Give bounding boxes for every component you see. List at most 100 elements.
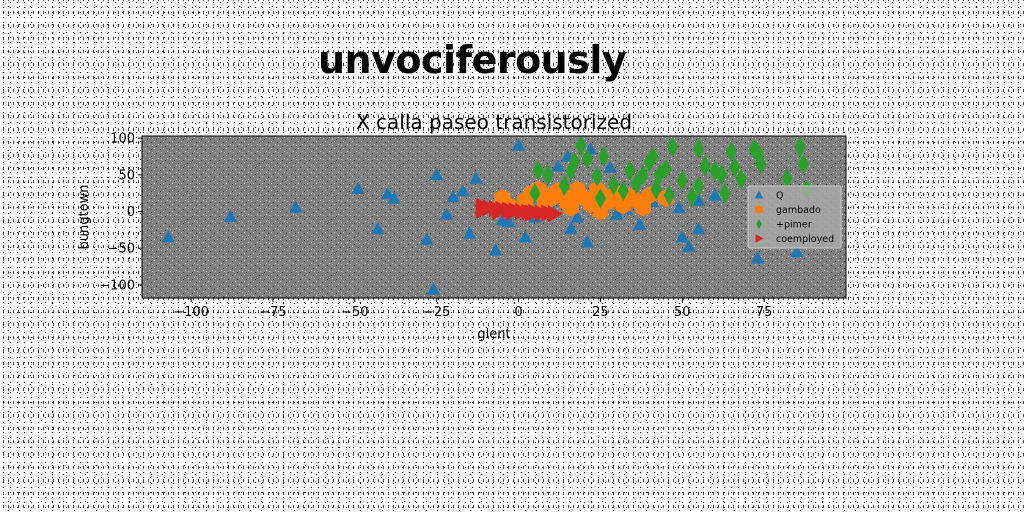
data-point-series-2-14 [637,164,649,186]
data-point-series-2-16 [647,146,659,167]
x-tick-label: 25 [592,305,609,320]
y-tick-label: −50 [108,242,135,257]
x-tick-label: 0 [514,305,522,320]
data-point-series-0-26 [580,235,594,248]
data-point-series-0-31 [633,217,647,230]
data-point-series-3-15 [524,204,541,222]
data-point-series-0-9 [426,282,441,295]
data-point-series-0-38 [708,188,722,201]
data-point-series-2-11 [617,180,629,202]
x-tick-label: −25 [423,305,450,320]
data-point-series-0-1 [223,209,238,222]
series-2 [529,135,813,209]
data-point-series-0-40 [790,244,804,258]
data-point-series-2-36 [797,153,809,175]
data-point-series-2-30 [735,168,747,190]
data-point-series-2-3 [558,175,570,197]
legend-label-1: gambado [776,205,821,216]
data-point-series-3-14 [505,203,521,221]
x-tick-label: 75 [756,305,773,320]
data-point-series-2-29 [729,157,741,178]
data-point-series-2-24 [699,155,711,177]
figure-suptitle: unvociferously [318,38,627,82]
data-point-series-2-10 [607,174,620,196]
y-tick-label: 100 [110,132,135,147]
data-point-series-2-28 [725,141,737,162]
legend-marker-2 [756,218,762,230]
series-0 [161,138,804,295]
data-point-series-1-22 [635,198,651,217]
data-point-series-0-18 [511,138,526,151]
data-point-series-0-2 [289,200,303,213]
data-point-series-0-3 [351,181,365,194]
legend-marker-0 [754,190,764,199]
data-point-series-2-12 [624,160,636,181]
data-point-series-2-39 [650,179,662,200]
data-point-series-0-33 [672,200,686,214]
data-point-series-2-4 [565,160,577,182]
data-point-series-0-34 [675,230,689,243]
data-point-series-2-6 [575,135,587,156]
data-point-series-0-14 [469,171,483,184]
data-point-series-0-7 [430,167,444,181]
data-point-series-0-6 [371,222,385,235]
y-tick-label: 0 [127,205,135,220]
data-point-series-1-10 [563,198,579,217]
legend-label-0: Q [776,191,783,202]
data-point-series-2-26 [716,164,728,186]
data-point-series-2-34 [781,168,793,189]
data-point-series-2-33 [755,153,767,175]
y-axis-ticks: −100 −50 0 50 100 [99,132,142,293]
data-point-series-2-19 [666,136,678,158]
data-point-series-0-10 [439,207,454,220]
data-point-series-0-12 [456,184,470,197]
data-point-series-0-19 [518,230,532,243]
data-point-series-2-13 [630,173,642,194]
data-point-series-2-27 [719,182,731,204]
legend-label-3: coemployed [776,234,834,245]
data-point-series-2-7 [581,148,593,170]
data-point-series-0-39 [750,251,765,264]
data-point-series-2-40 [663,185,675,206]
chart-marks [161,135,813,295]
data-point-series-2-38 [594,188,606,209]
data-point-series-2-35 [794,136,806,158]
y-tick-label: 50 [118,168,135,183]
data-point-series-2-1 [532,160,544,181]
data-point-series-0-36 [692,222,706,235]
x-axis-label: glent [477,327,510,342]
plot-frame [141,135,847,299]
data-point-series-2-9 [598,146,610,167]
data-point-series-2-5 [568,151,580,172]
data-point-series-2-15 [644,151,656,172]
x-tick-label: −75 [259,305,286,320]
data-point-series-0-8 [420,232,434,245]
data-point-series-2-20 [676,170,688,192]
data-point-series-0-28 [603,160,617,173]
data-point-series-2-22 [693,138,705,160]
data-point-series-1-26 [569,180,586,199]
data-point-series-1-15 [592,202,609,221]
data-point-series-3-13 [492,203,508,221]
legend-box [747,185,842,249]
data-point-series-0-25 [570,210,585,223]
data-point-series-0-13 [462,226,477,239]
x-tick-label: 50 [674,305,691,320]
x-tick-label: −100 [173,305,209,320]
legend-marker-3 [755,234,764,243]
data-point-series-0-0 [161,230,175,243]
chart-title: X calla paseo transistorized [356,110,632,134]
data-point-series-2-18 [660,158,672,180]
data-point-series-3-11 [547,205,564,223]
data-point-series-2-0 [529,182,541,204]
data-point-series-0-35 [682,239,696,252]
data-point-series-0-22 [551,159,565,172]
x-tick-label: −50 [341,305,368,320]
data-point-series-0-23 [564,221,578,234]
legend-label-2: +pimer [776,220,812,231]
data-point-series-0-11 [446,189,460,203]
data-point-series-0-5 [387,191,401,204]
data-point-series-0-15 [489,243,503,256]
